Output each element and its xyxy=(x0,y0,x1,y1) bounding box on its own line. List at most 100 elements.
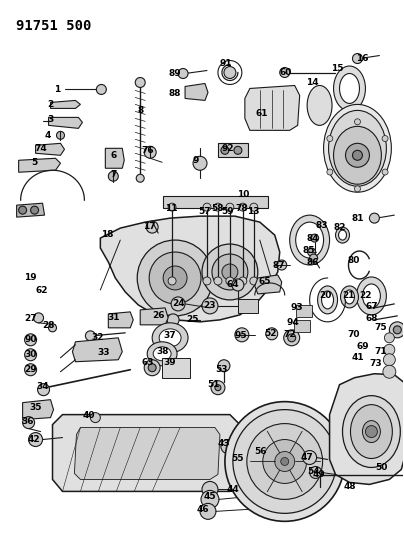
Circle shape xyxy=(222,264,238,280)
Text: 81: 81 xyxy=(351,214,364,223)
Text: 85: 85 xyxy=(302,246,315,255)
Polygon shape xyxy=(19,158,61,172)
Text: 68: 68 xyxy=(365,314,378,324)
Circle shape xyxy=(383,354,396,366)
Circle shape xyxy=(25,334,37,346)
Text: 26: 26 xyxy=(152,311,164,320)
Circle shape xyxy=(136,174,144,182)
Circle shape xyxy=(232,279,244,291)
Circle shape xyxy=(277,260,287,270)
Text: 44: 44 xyxy=(227,485,239,494)
Text: 42: 42 xyxy=(27,435,40,444)
Circle shape xyxy=(345,143,369,167)
Text: 56: 56 xyxy=(255,447,267,456)
Circle shape xyxy=(354,119,360,125)
Text: 6: 6 xyxy=(110,151,116,160)
Polygon shape xyxy=(48,117,82,128)
Ellipse shape xyxy=(307,85,332,125)
Ellipse shape xyxy=(339,230,347,240)
Circle shape xyxy=(226,203,234,211)
Text: 69: 69 xyxy=(356,342,369,351)
Text: 7: 7 xyxy=(110,169,116,179)
Text: 60: 60 xyxy=(280,68,292,77)
Ellipse shape xyxy=(147,342,177,366)
Circle shape xyxy=(202,481,218,497)
Text: 70: 70 xyxy=(347,330,360,340)
Circle shape xyxy=(25,364,37,376)
Ellipse shape xyxy=(296,222,324,258)
Text: 39: 39 xyxy=(164,358,177,367)
Text: 67: 67 xyxy=(365,302,378,311)
Text: 37: 37 xyxy=(164,332,177,340)
Text: 21: 21 xyxy=(342,292,355,301)
Text: 35: 35 xyxy=(29,403,42,412)
Circle shape xyxy=(384,344,395,356)
Circle shape xyxy=(352,53,362,63)
Text: 13: 13 xyxy=(246,207,259,216)
Circle shape xyxy=(214,277,222,285)
Text: 36: 36 xyxy=(21,417,34,426)
Circle shape xyxy=(266,328,278,340)
Circle shape xyxy=(57,131,65,139)
Text: 23: 23 xyxy=(204,301,216,310)
Text: 87: 87 xyxy=(272,261,285,270)
Text: 8: 8 xyxy=(137,106,143,115)
Text: 57: 57 xyxy=(199,207,211,216)
Text: 11: 11 xyxy=(165,204,177,213)
Text: 47: 47 xyxy=(300,453,313,462)
Circle shape xyxy=(163,266,187,290)
Text: 9: 9 xyxy=(193,156,199,165)
Circle shape xyxy=(393,326,401,334)
Text: 5: 5 xyxy=(32,158,38,167)
Text: 59: 59 xyxy=(222,207,234,216)
Circle shape xyxy=(203,277,211,285)
Text: 51: 51 xyxy=(208,380,220,389)
Circle shape xyxy=(149,252,201,304)
Circle shape xyxy=(311,234,319,242)
Bar xyxy=(294,320,309,332)
Text: 18: 18 xyxy=(101,230,114,239)
Circle shape xyxy=(247,424,322,499)
Text: 74: 74 xyxy=(34,144,47,153)
Polygon shape xyxy=(23,400,53,419)
Circle shape xyxy=(327,169,333,175)
Text: 2: 2 xyxy=(47,100,54,109)
Circle shape xyxy=(354,186,360,192)
Circle shape xyxy=(202,298,218,314)
Ellipse shape xyxy=(341,286,358,308)
Text: 71: 71 xyxy=(374,348,387,356)
Polygon shape xyxy=(53,415,240,491)
Circle shape xyxy=(135,77,145,87)
Text: 30: 30 xyxy=(24,350,37,359)
Text: 16: 16 xyxy=(356,54,369,63)
Ellipse shape xyxy=(159,329,181,347)
Circle shape xyxy=(389,322,404,338)
Ellipse shape xyxy=(362,421,381,442)
Ellipse shape xyxy=(343,395,400,467)
Circle shape xyxy=(281,457,289,465)
Text: 1: 1 xyxy=(55,85,61,94)
Polygon shape xyxy=(105,148,124,168)
Ellipse shape xyxy=(290,215,330,265)
Text: 19: 19 xyxy=(24,273,37,282)
Text: 43: 43 xyxy=(218,439,230,448)
Circle shape xyxy=(31,206,38,214)
Text: 15: 15 xyxy=(331,64,344,73)
Ellipse shape xyxy=(318,286,337,314)
Text: 64: 64 xyxy=(227,280,239,289)
Circle shape xyxy=(90,413,100,423)
Circle shape xyxy=(178,69,188,78)
Circle shape xyxy=(225,402,345,521)
Text: 46: 46 xyxy=(197,505,209,514)
Circle shape xyxy=(275,451,295,472)
Text: 86: 86 xyxy=(306,257,319,266)
Text: 34: 34 xyxy=(36,382,49,391)
Text: 17: 17 xyxy=(143,222,156,231)
Text: 93: 93 xyxy=(290,303,303,312)
Text: 91: 91 xyxy=(220,59,232,68)
Ellipse shape xyxy=(152,323,188,353)
Text: 63: 63 xyxy=(142,358,154,367)
Text: 62: 62 xyxy=(35,286,48,295)
Circle shape xyxy=(25,349,37,361)
Circle shape xyxy=(235,328,249,342)
